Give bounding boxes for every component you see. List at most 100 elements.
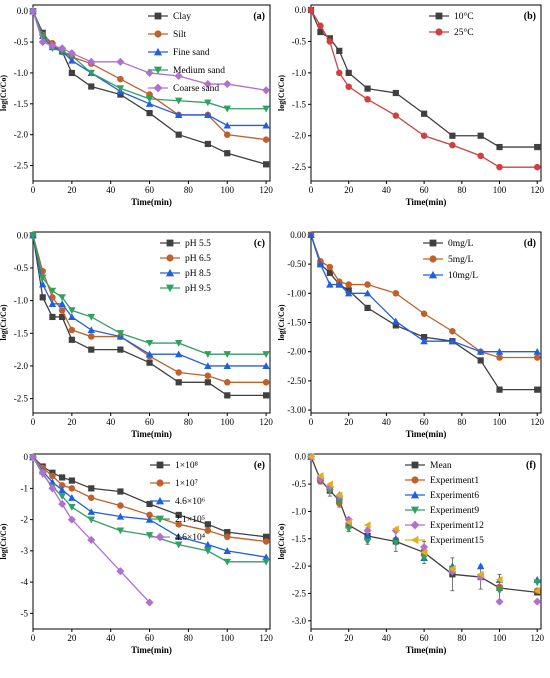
data-point bbox=[533, 163, 541, 171]
plot-frame bbox=[310, 453, 542, 630]
data-point bbox=[87, 516, 95, 524]
legend-label: 1×10⁸ bbox=[175, 461, 198, 471]
data-point bbox=[88, 346, 95, 353]
x-tick-label: 120 bbox=[259, 633, 273, 643]
series-1 bbox=[307, 453, 541, 603]
data-point bbox=[533, 579, 541, 587]
y-tick-label: -3.0 bbox=[292, 616, 307, 626]
legend-marker bbox=[435, 28, 443, 36]
data-point bbox=[364, 96, 371, 103]
y-tick-label: -3 bbox=[21, 546, 29, 556]
data-point bbox=[316, 260, 325, 268]
legend-marker bbox=[410, 520, 420, 530]
series-line bbox=[32, 456, 267, 563]
x-tick-label: 80 bbox=[184, 185, 194, 195]
data-point bbox=[496, 163, 503, 171]
x-tick-label: 40 bbox=[382, 185, 392, 195]
y-axis-label: log(Ct/Co) bbox=[0, 304, 8, 340]
data-point bbox=[223, 105, 231, 113]
data-point bbox=[262, 105, 270, 113]
data-point bbox=[326, 280, 334, 288]
data-point bbox=[448, 337, 457, 345]
plot-frame bbox=[32, 231, 271, 414]
data-point bbox=[58, 294, 66, 302]
data-point bbox=[68, 336, 75, 343]
legend-marker bbox=[156, 461, 164, 469]
data-point bbox=[146, 109, 153, 117]
legend-marker bbox=[435, 12, 443, 20]
data-point bbox=[68, 56, 76, 64]
data-point bbox=[420, 310, 428, 317]
data-point bbox=[392, 290, 400, 297]
x-tick-label: 100 bbox=[221, 633, 235, 643]
data-point bbox=[174, 97, 183, 105]
data-point bbox=[262, 538, 270, 545]
x-axis-label: Time(min) bbox=[406, 645, 447, 655]
data-point bbox=[477, 132, 484, 139]
x-tick-label: 40 bbox=[106, 185, 116, 195]
data-point bbox=[420, 542, 429, 551]
data-point bbox=[88, 485, 95, 492]
legend-label: Clay bbox=[173, 12, 191, 22]
data-point bbox=[476, 347, 485, 355]
data-point bbox=[87, 508, 95, 515]
data-point bbox=[48, 287, 57, 295]
x-axis-label: Time(min) bbox=[131, 645, 172, 655]
x-tick-label: 0 bbox=[309, 633, 314, 643]
series-line bbox=[32, 10, 267, 91]
legend-label: pH 5.5 bbox=[185, 239, 211, 249]
series-5 bbox=[28, 7, 271, 95]
series-line bbox=[32, 235, 267, 367]
plot-frame bbox=[310, 4, 542, 182]
data-point bbox=[145, 515, 154, 523]
y-axis-label: log(Ct/Co) bbox=[277, 75, 286, 111]
data-point bbox=[223, 80, 232, 89]
x-tick-label: 20 bbox=[344, 633, 354, 643]
data-point bbox=[87, 69, 95, 77]
x-tick-label: 60 bbox=[145, 633, 155, 643]
data-point bbox=[316, 472, 324, 480]
data-point bbox=[392, 112, 400, 119]
data-point bbox=[262, 86, 271, 95]
data-point bbox=[67, 49, 76, 58]
y-tick-label: 0.0 bbox=[295, 452, 307, 462]
y-tick-label: -1.5 bbox=[14, 328, 29, 338]
y-tick-label: -2.00 bbox=[287, 347, 306, 357]
data-point bbox=[204, 379, 211, 386]
y-tick-label: -2.5 bbox=[14, 394, 29, 404]
x-axis-label: Time(min) bbox=[131, 197, 172, 207]
data-point bbox=[335, 498, 343, 506]
data-point bbox=[203, 80, 212, 89]
data-point bbox=[477, 152, 484, 160]
series-4 bbox=[29, 232, 270, 358]
data-point bbox=[48, 300, 57, 307]
data-point bbox=[223, 362, 231, 370]
data-point bbox=[344, 525, 353, 533]
y-tick-label: -2.0 bbox=[292, 131, 307, 141]
x-tick-label: 120 bbox=[530, 185, 544, 195]
data-point bbox=[146, 500, 153, 508]
data-point bbox=[533, 597, 542, 606]
data-point bbox=[495, 597, 504, 606]
data-point bbox=[204, 521, 211, 528]
data-point bbox=[38, 38, 47, 47]
legend-marker bbox=[410, 506, 420, 515]
data-point bbox=[87, 313, 95, 321]
data-point bbox=[262, 553, 270, 561]
data-point bbox=[345, 281, 352, 288]
series-5 bbox=[28, 453, 154, 607]
y-tick-label: 0.0 bbox=[295, 5, 307, 15]
data-point bbox=[223, 351, 231, 358]
legend-marker bbox=[155, 515, 165, 524]
series-line bbox=[32, 456, 267, 543]
legend-label: 1×10⁷ bbox=[175, 479, 198, 489]
data-point bbox=[496, 354, 503, 361]
chart-panel-2: 0 20 40 60 80 100 120 0.0 -0.5 -1.0 -1.5 -2.0 -2.5 Ti… bbox=[277, 4, 544, 207]
data-point bbox=[204, 111, 212, 119]
data-point bbox=[495, 347, 504, 355]
legend-label: Coarse sand bbox=[173, 84, 219, 94]
legend-label: 25°C bbox=[454, 27, 474, 38]
x-tick-label: 120 bbox=[259, 185, 273, 195]
legend-marker bbox=[411, 461, 419, 469]
